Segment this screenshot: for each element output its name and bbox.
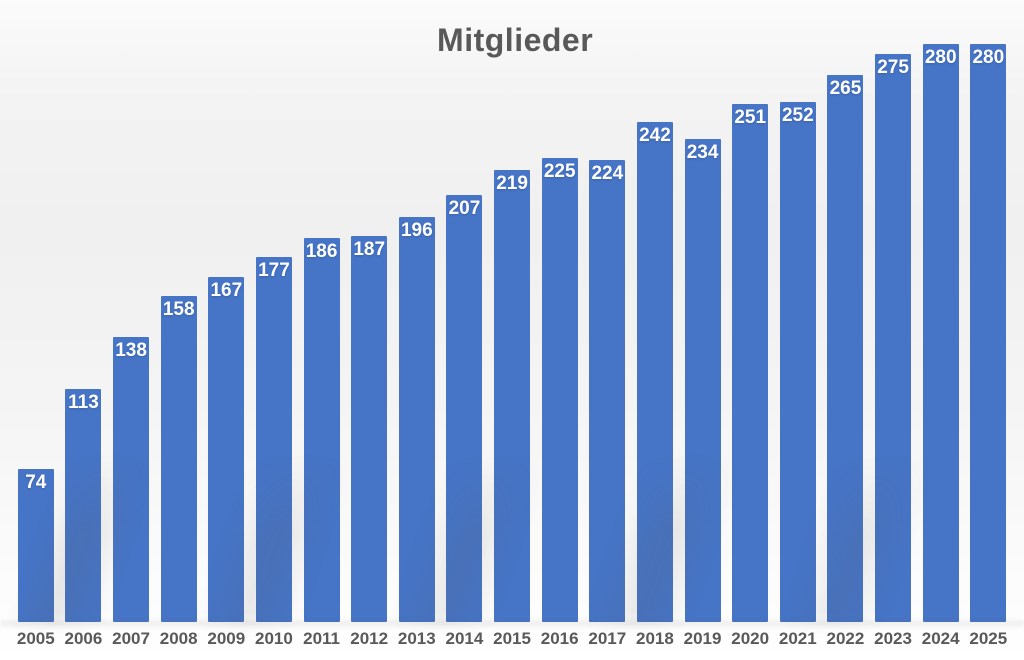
bar: 242 [636, 122, 673, 622]
x-axis-label: 2007 [112, 629, 150, 648]
bar-column: 186 [298, 238, 346, 622]
x-axis-label: 2020 [731, 629, 770, 648]
bar-column: 234 [679, 139, 727, 622]
x-axis: 2005 2006 2007 2008 2009 2010 2011 2012 2013 2014… [0, 629, 1024, 649]
x-axis-label: 2017 [588, 629, 627, 648]
x-axis-label: 2006 [64, 629, 103, 648]
x-axis-label: 2019 [683, 629, 722, 648]
bar-column: 207 [441, 194, 489, 622]
bar-column: 196 [393, 217, 441, 622]
bar-value-label: 224 [591, 162, 624, 184]
bar-value-label: 265 [829, 78, 862, 99]
bar: 224 [589, 159, 626, 622]
chart-title: Mitglieder [437, 22, 594, 58]
x-axis-label: 2012 [350, 629, 389, 648]
bar: 252 [779, 101, 816, 622]
bar-column: 177 [250, 256, 298, 622]
baseline-shadow [0, 621, 1024, 628]
x-axis-label: 2014 [445, 629, 484, 648]
bar-value-label: 74 [25, 472, 47, 494]
bar: 219 [494, 169, 531, 622]
bar-column: 280 [917, 44, 965, 622]
bar: 177 [255, 256, 292, 622]
bar-value-label: 167 [210, 280, 243, 302]
x-axis-label: 2023 [874, 629, 912, 648]
bar-column: 265 [822, 75, 870, 622]
bar: 265 [827, 75, 864, 622]
x-axis-label: 2025 [969, 629, 1008, 648]
bar-column: 224 [584, 159, 632, 622]
bar-column: 280 [965, 44, 1013, 622]
bar: 280 [922, 44, 959, 622]
bar: 207 [446, 194, 483, 622]
bar: 186 [303, 238, 340, 622]
bar-column: 158 [155, 295, 203, 622]
bar: 158 [160, 295, 197, 622]
plot-area: 74 113 138 158 167 177 186 187 196 207 219 225 224 24… [12, 44, 1013, 622]
bar-value-label: 280 [972, 47, 1005, 68]
x-axis-label: 2005 [16, 629, 55, 648]
bar-column: 187 [345, 236, 393, 622]
bar: 234 [684, 139, 721, 622]
bar-value-label: 207 [448, 197, 481, 219]
bar: 196 [398, 217, 435, 622]
bar-value-label: 138 [115, 340, 147, 362]
x-axis-label: 2022 [826, 629, 865, 648]
bar-value-label: 242 [639, 125, 671, 147]
bar: 187 [351, 236, 388, 622]
bar-value-label: 234 [686, 142, 719, 163]
bar: 275 [875, 54, 912, 622]
bar-column: 225 [536, 157, 584, 622]
bar-column: 138 [107, 337, 155, 622]
bar-value-label: 158 [162, 298, 195, 320]
bar: 280 [970, 44, 1007, 622]
bar-column: 275 [869, 54, 917, 622]
x-axis-label: 2016 [540, 629, 579, 648]
bar-column: 252 [774, 101, 822, 622]
bar-value-label: 186 [305, 241, 338, 262]
bar-value-label: 177 [258, 259, 290, 281]
x-axis-label: 2021 [778, 629, 817, 648]
bar-value-label: 196 [400, 220, 433, 242]
bar-value-label: 252 [781, 104, 814, 126]
bar-column: 113 [60, 388, 108, 622]
bar-column: 219 [488, 169, 536, 622]
x-axis-label: 2009 [207, 629, 246, 648]
bar-column: 242 [631, 122, 679, 622]
bar-value-label: 251 [734, 106, 767, 128]
bar: 74 [17, 469, 54, 622]
x-axis-label: 2011 [303, 629, 340, 648]
bar-column: 74 [12, 469, 60, 622]
bar-value-label: 187 [353, 239, 386, 260]
bar: 225 [541, 157, 578, 622]
bar-value-label: 280 [924, 47, 957, 68]
bar-value-label: 219 [496, 172, 528, 194]
bar-value-label: 225 [543, 160, 576, 182]
x-axis-label: 2013 [397, 629, 436, 648]
bar-column: 167 [203, 277, 251, 622]
bar-value-label: 275 [877, 57, 909, 79]
bar-value-label: 113 [68, 391, 99, 413]
x-axis-label: 2015 [493, 629, 531, 648]
bar: 167 [208, 277, 245, 622]
bar-column: 251 [726, 103, 774, 622]
bar: 251 [732, 103, 769, 622]
x-axis-label: 2008 [159, 629, 198, 648]
x-axis-label: 2024 [921, 629, 960, 648]
bar: 138 [113, 337, 150, 622]
x-axis-label: 2018 [636, 629, 674, 648]
x-axis-label: 2010 [255, 629, 293, 648]
bar: 113 [65, 388, 102, 622]
